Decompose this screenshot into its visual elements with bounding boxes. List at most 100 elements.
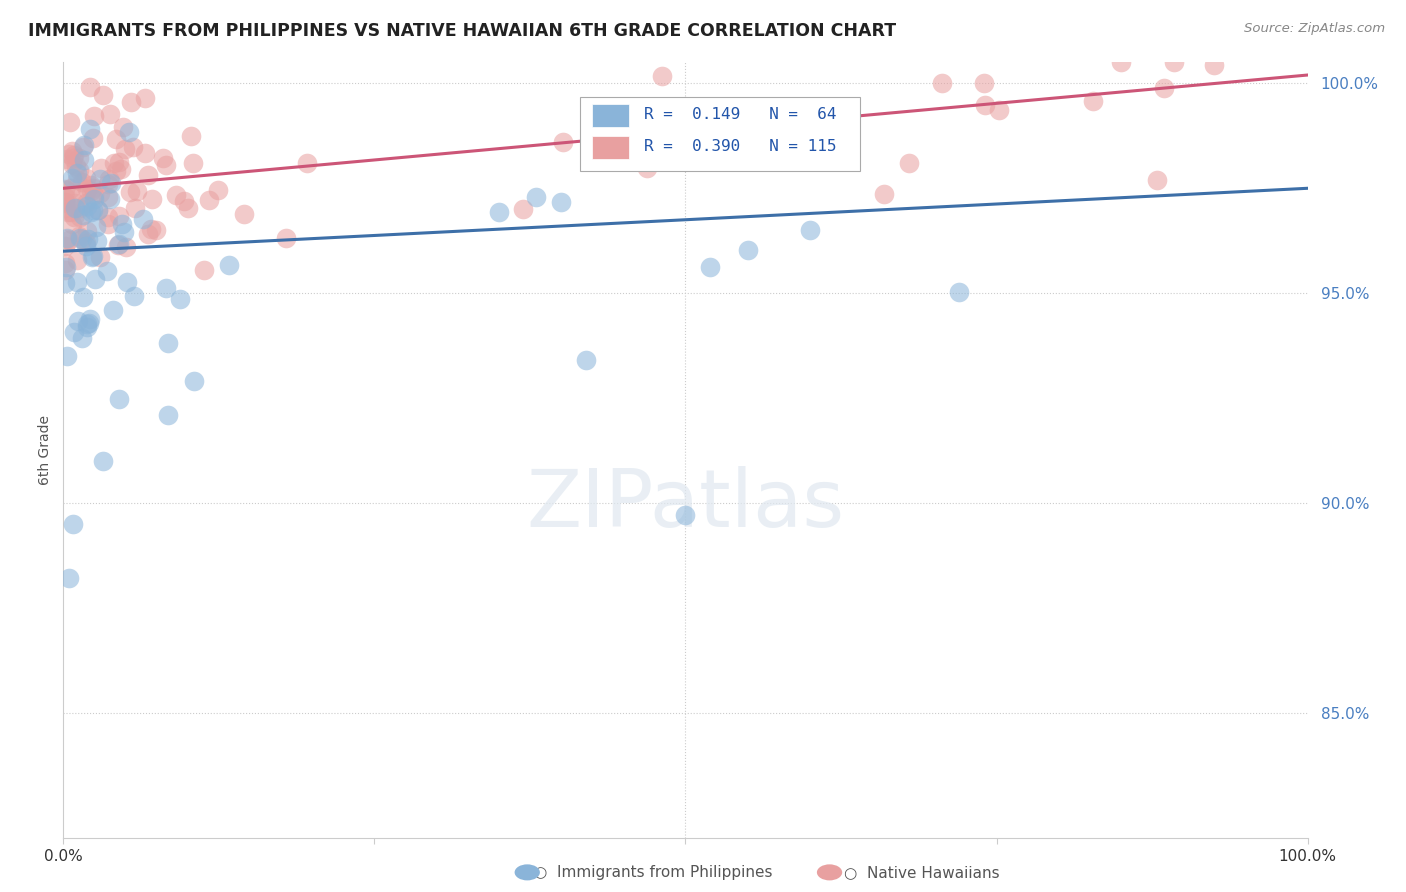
Point (87, 202, 110, 217)
Point (83, 187, 105, 202)
Point (118, 186, 141, 200)
Point (115, 276, 138, 290)
Point (53, 239, 76, 253)
Point (973, 76, 995, 90)
Point (89, 250, 111, 264)
Point (98, 172, 121, 186)
Y-axis label: 6th Grade: 6th Grade (38, 416, 52, 485)
Point (198, 193, 221, 207)
Point (96, 264, 118, 278)
Point (1153, 80, 1175, 95)
Point (62, 151, 84, 165)
Point (53, 181, 76, 195)
Point (124, 201, 146, 215)
Point (145, 223, 167, 237)
Point (737, 243, 759, 257)
Point (76, 317, 98, 331)
Point (152, 151, 174, 165)
Text: IMMIGRANTS FROM PHILIPPINES VS NATIVE HAWAIIAN 6TH GRADE CORRELATION CHART: IMMIGRANTS FROM PHILIPPINES VS NATIVE HA… (28, 22, 896, 40)
Point (53, 263, 76, 277)
Point (824, 146, 846, 161)
Point (72, 208, 94, 222)
Point (82, 202, 104, 217)
Point (1163, 55, 1185, 70)
Point (675, 508, 697, 523)
Point (53, 194, 76, 209)
Point (55, 349, 77, 363)
Point (218, 258, 240, 272)
Point (108, 155, 131, 169)
Point (98, 192, 121, 206)
Point (70, 175, 93, 189)
Point (89, 186, 111, 200)
Point (58, 147, 80, 161)
Point (75, 171, 97, 186)
Point (110, 161, 132, 176)
Point (56, 204, 79, 219)
Point (792, 107, 814, 121)
Point (66, 253, 89, 268)
Point (1109, 55, 1132, 70)
Point (66, 173, 89, 187)
FancyBboxPatch shape (579, 97, 859, 171)
Point (872, 186, 894, 201)
Point (58, 571, 80, 585)
Point (118, 125, 141, 139)
Point (65, 160, 87, 174)
Point (139, 222, 162, 236)
Point (1202, 58, 1225, 72)
Point (76, 239, 98, 253)
Point (193, 262, 215, 277)
Point (131, 211, 153, 226)
Point (512, 202, 534, 216)
Point (69, 230, 91, 244)
Point (53, 202, 76, 216)
Point (974, 97, 997, 112)
Text: Source: ZipAtlas.com: Source: ZipAtlas.com (1244, 22, 1385, 36)
Point (553, 135, 575, 149)
Point (56, 232, 79, 246)
Point (83, 109, 105, 123)
Point (799, 223, 821, 237)
Point (79, 122, 101, 136)
Text: R =  0.149   N =  64: R = 0.149 N = 64 (644, 107, 837, 122)
Point (488, 204, 510, 219)
Point (58, 233, 80, 247)
Point (60, 156, 83, 170)
Point (62, 516, 84, 531)
Point (75, 235, 97, 250)
Point (84, 272, 107, 286)
Point (295, 156, 318, 170)
Point (63, 201, 86, 215)
Point (122, 288, 145, 302)
Point (79, 312, 101, 326)
Point (108, 236, 131, 251)
Point (101, 302, 124, 317)
Point (155, 281, 177, 295)
Point (114, 142, 136, 156)
Point (108, 210, 131, 224)
Point (156, 409, 179, 423)
Point (136, 227, 159, 241)
Point (97, 177, 120, 191)
Point (53, 194, 76, 209)
Point (232, 207, 254, 221)
Point (55, 191, 77, 205)
Point (107, 238, 129, 252)
Point (80, 185, 103, 199)
Point (274, 231, 297, 245)
Point (55, 183, 77, 197)
Point (63, 196, 86, 211)
FancyBboxPatch shape (592, 103, 630, 127)
Text: ○  Immigrants from Philippines: ○ Immigrants from Philippines (534, 865, 773, 880)
Point (1083, 94, 1105, 108)
Point (97, 190, 120, 204)
Point (183, 374, 205, 388)
Point (76, 199, 98, 213)
Point (67, 314, 90, 328)
Point (67, 163, 90, 178)
Point (73, 138, 96, 153)
Point (134, 145, 156, 160)
Point (134, 91, 156, 105)
Point (62, 144, 84, 158)
